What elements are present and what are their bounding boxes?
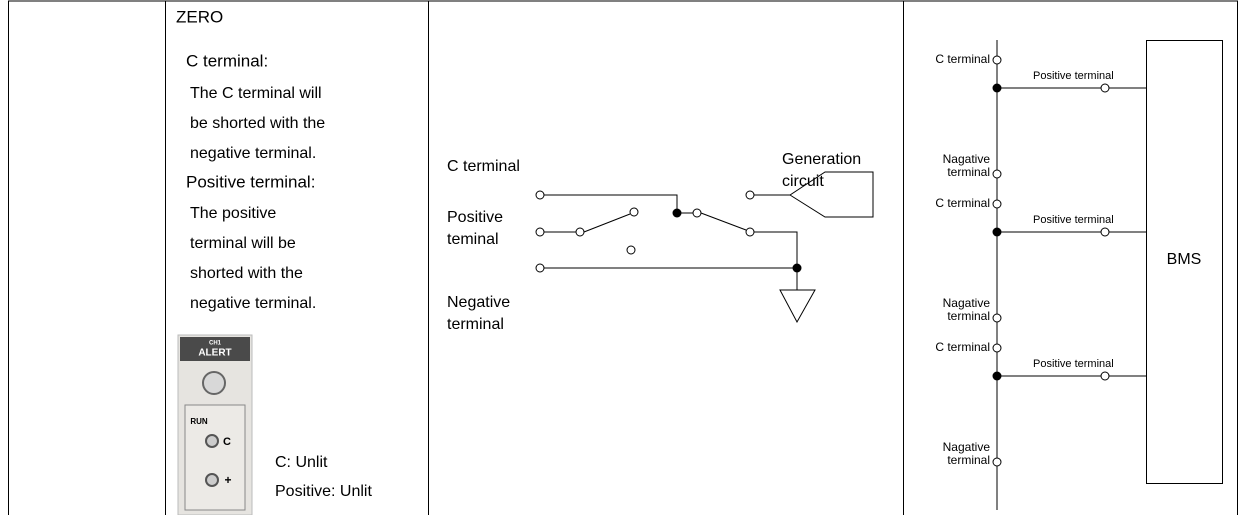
label: C terminal <box>447 158 520 175</box>
panel-label: RUN <box>190 417 208 426</box>
terminal <box>992 199 1002 209</box>
panel-label: C <box>223 436 231 448</box>
terminal-label: Positive terminal <box>1033 70 1114 82</box>
terminal-label: C terminal <box>935 52 990 66</box>
table-borders <box>8 0 1238 515</box>
panel-label: ALERT <box>198 348 231 359</box>
label: Generation <box>782 151 861 168</box>
terminal-label: Nagative <box>943 152 991 166</box>
junction <box>992 371 1002 381</box>
text: The positive <box>190 205 276 222</box>
terminal-label: C terminal <box>935 340 990 354</box>
subheading: Positive terminal: <box>186 172 315 191</box>
terminal-label: Nagative <box>943 296 991 310</box>
subheading: C terminal: <box>186 51 268 70</box>
junction <box>992 227 1002 237</box>
text: terminal will be <box>190 235 296 252</box>
panel-label: + <box>224 473 231 487</box>
text: negative terminal. <box>190 295 316 312</box>
terminal <box>992 343 1002 353</box>
label: teminal <box>447 231 499 248</box>
terminal <box>1100 371 1110 381</box>
terminal-label: C terminal <box>935 196 990 210</box>
terminal-label: Nagative <box>943 440 991 454</box>
terminal <box>992 457 1002 467</box>
terminal-label: terminal <box>947 453 990 467</box>
text: shorted with the <box>190 265 303 282</box>
label: Negative <box>447 294 510 311</box>
label: Positive <box>447 209 503 226</box>
text: negative terminal. <box>190 145 316 162</box>
terminal <box>992 169 1002 179</box>
terminal-label: Positive terminal <box>1033 214 1114 226</box>
terminal <box>992 55 1002 65</box>
heading: ZERO <box>176 7 223 26</box>
status: Positive: Unlit <box>275 483 372 500</box>
terminal-label: terminal <box>947 309 990 323</box>
terminal <box>992 313 1002 323</box>
status: C: Unlit <box>275 454 328 471</box>
text: be shorted with the <box>190 115 325 132</box>
terminal <box>1100 83 1110 93</box>
terminal-label: Positive terminal <box>1033 358 1114 370</box>
bms-label: BMS <box>1167 251 1202 268</box>
label: terminal <box>447 316 504 333</box>
label: circuit <box>782 173 824 190</box>
junction <box>992 83 1002 93</box>
terminal-label: terminal <box>947 165 990 179</box>
panel-label: CH1 <box>209 341 222 347</box>
device-panel: CH1 ALERT RUN C + <box>177 334 253 515</box>
switch-circuit <box>535 171 874 324</box>
text: The C terminal will <box>190 85 322 102</box>
terminal <box>1100 227 1110 237</box>
